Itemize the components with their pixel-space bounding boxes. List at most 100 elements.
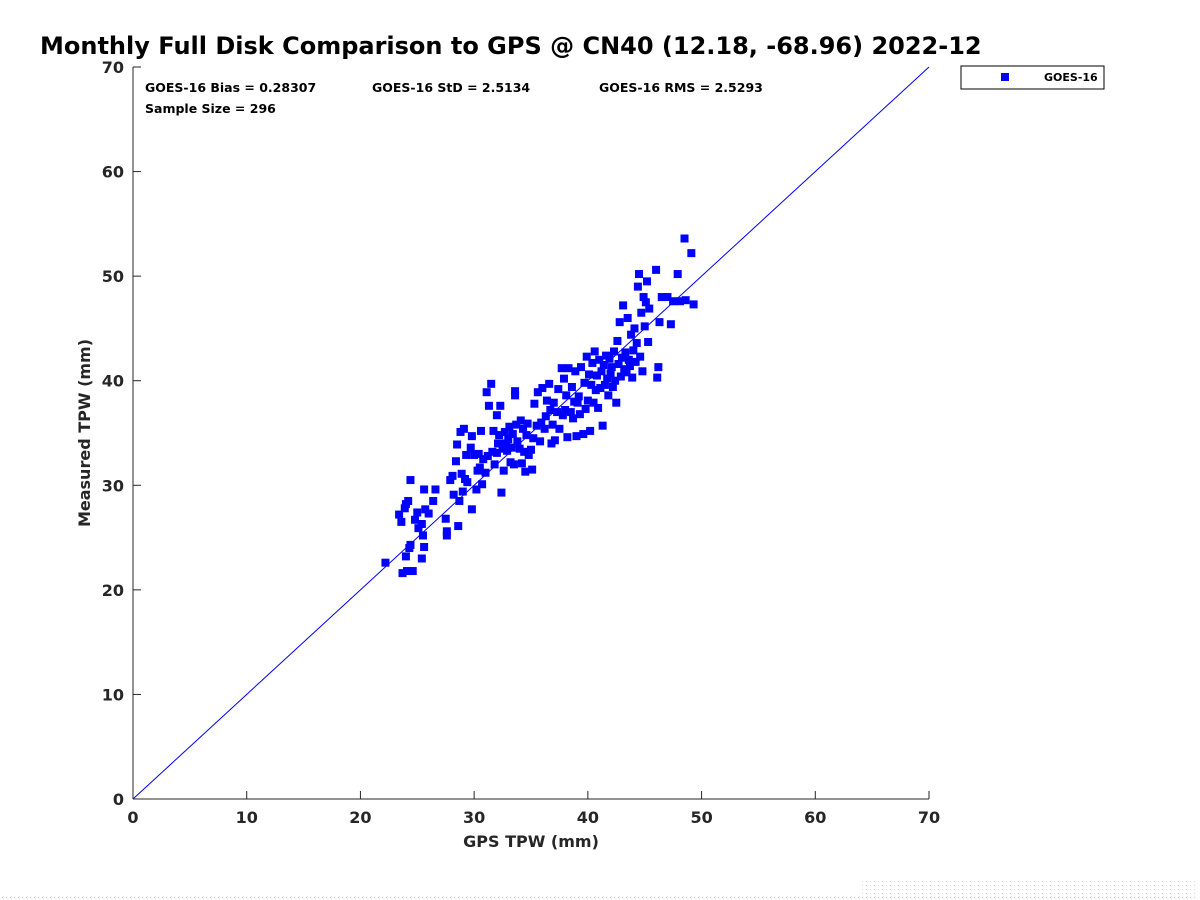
data-point <box>532 421 541 430</box>
border-dot <box>910 893 911 894</box>
border-dot <box>990 885 991 886</box>
legend: GOES-16 <box>960 65 1105 90</box>
border-dot <box>886 889 887 890</box>
border-dot <box>1142 889 1143 890</box>
border-dot <box>926 885 927 886</box>
data-point <box>524 450 533 459</box>
border-dot <box>882 881 883 882</box>
border-dot <box>958 881 959 882</box>
border-dot <box>914 897 915 898</box>
border-dot <box>970 885 971 886</box>
border-dot <box>1070 889 1071 890</box>
border-dot <box>1010 889 1011 890</box>
stat-sample-size: Sample Size = 296 <box>145 101 276 116</box>
border-dot <box>1102 897 1103 898</box>
border-dot <box>1094 881 1095 882</box>
stat-bias: GOES-16 Bias = 0.28307 <box>145 80 316 95</box>
border-dot <box>1178 881 1179 882</box>
border-dot <box>1114 885 1115 886</box>
border-dot <box>1106 893 1107 894</box>
border-dot <box>1126 889 1127 890</box>
data-point <box>492 448 501 457</box>
border-dot <box>110 897 111 898</box>
data-point <box>401 552 410 561</box>
border-dot <box>1054 897 1055 898</box>
border-dot <box>382 897 383 898</box>
border-dot <box>842 897 843 898</box>
data-point <box>546 405 555 414</box>
border-dot <box>398 897 399 898</box>
data-point <box>421 505 430 514</box>
border-dot <box>910 889 911 890</box>
border-dot <box>1078 881 1079 882</box>
border-dot <box>194 897 195 898</box>
border-dot <box>1082 881 1083 882</box>
border-dot <box>894 897 895 898</box>
border-dot <box>1070 893 1071 894</box>
border-dot <box>330 897 331 898</box>
border-dot <box>862 885 863 886</box>
border-dot <box>950 893 951 894</box>
border-dot <box>866 885 867 886</box>
border-dot <box>1182 881 1183 882</box>
border-dot <box>886 885 887 886</box>
data-point <box>538 384 547 393</box>
border-dot <box>962 897 963 898</box>
border-dot <box>1174 893 1175 894</box>
border-dot <box>1046 889 1047 890</box>
border-dot <box>818 897 819 898</box>
border-dot <box>906 897 907 898</box>
border-dot <box>534 897 535 898</box>
border-dot <box>1094 889 1095 890</box>
border-dot <box>1066 885 1067 886</box>
border-dot <box>1114 897 1115 898</box>
border-dot <box>206 897 207 898</box>
data-point <box>645 304 654 313</box>
data-point <box>637 308 646 317</box>
border-dot <box>1026 893 1027 894</box>
data-point <box>523 419 532 428</box>
border-dot <box>954 889 955 890</box>
border-dot <box>1110 881 1111 882</box>
data-point <box>561 405 570 414</box>
border-dot <box>994 893 995 894</box>
border-dot <box>402 897 403 898</box>
data-point <box>575 410 584 419</box>
border-dot <box>758 897 759 898</box>
border-dot <box>1138 897 1139 898</box>
border-dot <box>862 897 863 898</box>
y-axis-label: Measured TPW (mm) <box>75 339 94 527</box>
border-dot <box>634 897 635 898</box>
border-dot <box>106 897 107 898</box>
border-dot <box>946 881 947 882</box>
border-dot <box>250 897 251 898</box>
x-tick-label: 10 <box>236 808 258 827</box>
border-dot <box>970 897 971 898</box>
border-dot <box>962 889 963 890</box>
data-point <box>530 399 539 408</box>
border-dot <box>1042 889 1043 890</box>
data-point <box>463 478 472 487</box>
border-dot <box>94 897 95 898</box>
border-dot <box>1106 881 1107 882</box>
border-dot <box>906 885 907 886</box>
border-dot <box>846 897 847 898</box>
data-point <box>627 330 636 339</box>
border-dot <box>746 897 747 898</box>
data-point <box>652 265 661 274</box>
border-dot <box>562 897 563 898</box>
data-point <box>607 363 616 372</box>
data-point <box>610 347 619 356</box>
border-dot <box>1114 881 1115 882</box>
border-dot <box>870 897 871 898</box>
border-dot <box>922 885 923 886</box>
border-dot <box>870 881 871 882</box>
data-point <box>404 496 413 505</box>
border-dot <box>610 897 611 898</box>
border-dot <box>1154 893 1155 894</box>
border-dot <box>682 897 683 898</box>
border-dot <box>1166 893 1167 894</box>
border-dot <box>914 889 915 890</box>
border-dot <box>674 897 675 898</box>
